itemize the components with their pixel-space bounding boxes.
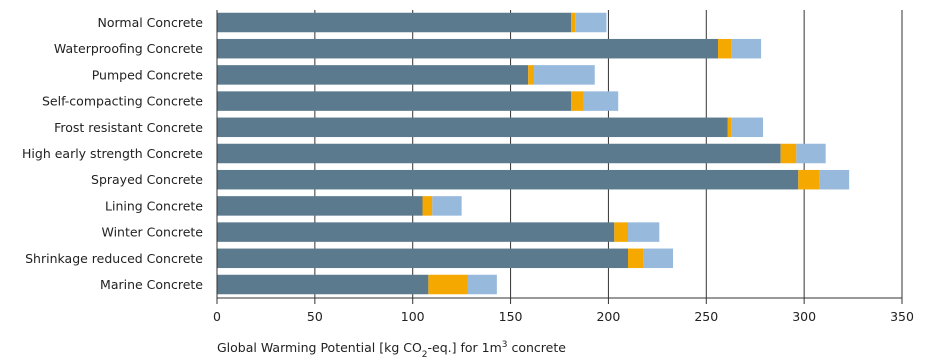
- bar-segment-5-1: [217, 117, 728, 138]
- bar-segment-4-3: [582, 91, 619, 111]
- bar-segment-4-2: [571, 91, 583, 111]
- category-label: Normal Concrete: [97, 15, 203, 30]
- category-label: Winter Concrete: [101, 225, 203, 240]
- bar-segment-3-3: [534, 65, 595, 85]
- bar-segment-9-1: [217, 222, 615, 242]
- x-axis-title: Global Warming Potential [kg CO2-eq.] fo…: [217, 340, 566, 358]
- bar-segment-6-3: [796, 143, 826, 164]
- bar-segment-1-1: [217, 12, 572, 33]
- x-tick-label: 150: [499, 309, 523, 324]
- x-tick-label: 50: [307, 309, 323, 324]
- bar-segment-6-2: [780, 143, 797, 164]
- bar-segment-3-2: [528, 65, 535, 85]
- category-label: Frost resistant Concrete: [54, 120, 203, 135]
- category-label: Marine Concrete: [100, 277, 203, 292]
- category-label: Self-compacting Concrete: [42, 94, 203, 109]
- bar-segment-10-2: [628, 248, 644, 269]
- bar-segment-10-3: [643, 248, 674, 269]
- bar-segment-6-1: [217, 143, 781, 164]
- x-axis-title-sup: 3: [502, 340, 508, 350]
- bar-segment-11-1: [217, 274, 429, 295]
- x-axis-title-pre: Global Warming Potential [kg CO: [217, 340, 422, 355]
- bar-segment-9-2: [614, 222, 628, 242]
- bar-segment-11-3: [467, 274, 497, 295]
- bar-segment-5-3: [731, 117, 764, 138]
- bar-segment-7-1: [217, 169, 799, 190]
- bar-segment-2-1: [217, 38, 719, 59]
- category-label: Sprayed Concrete: [91, 172, 203, 187]
- bars: [217, 12, 850, 295]
- bar-segment-11-2: [428, 274, 468, 295]
- category-label: High early strength Concrete: [22, 146, 203, 161]
- bar-segment-2-2: [718, 38, 732, 59]
- category-labels: Normal Concrete Waterproofing Concrete Pum…: [22, 15, 203, 292]
- bar-segment-5-2: [727, 117, 732, 138]
- bar-segment-10-1: [217, 248, 628, 269]
- x-axis: 0 50 100 150 200 250 300 350: [213, 10, 914, 324]
- bar-segment-7-2: [798, 169, 820, 190]
- x-tick-label: 200: [596, 309, 620, 324]
- x-axis-title-sub: 2: [422, 350, 428, 358]
- bar-segment-7-3: [819, 169, 850, 190]
- x-tick-label: 0: [213, 309, 221, 324]
- bar-segment-1-3: [575, 12, 607, 33]
- bar-segment-2-3: [731, 38, 762, 59]
- bar-segment-1-2: [571, 12, 576, 33]
- bar-segment-4-1: [217, 91, 572, 111]
- x-axis-title-mid: -eq.] for 1m: [428, 340, 502, 355]
- bar-segment-8-1: [217, 196, 423, 216]
- category-label: Waterproofing Concrete: [54, 41, 203, 56]
- bar-segment-8-2: [422, 196, 433, 216]
- x-axis-title-post: concrete: [508, 340, 567, 355]
- x-tick-label: 350: [890, 309, 914, 324]
- x-tick-label: 250: [694, 309, 718, 324]
- bar-segment-9-3: [628, 222, 660, 242]
- category-label: Pumped Concrete: [92, 67, 204, 82]
- x-tick-label: 300: [792, 309, 816, 324]
- x-tick-label: 100: [401, 309, 425, 324]
- bar-segment-8-3: [432, 196, 462, 216]
- category-label: Shrinkage reduced Concrete: [25, 251, 203, 266]
- bar-segment-3-1: [217, 65, 529, 85]
- category-label: Lining Concrete: [105, 198, 203, 213]
